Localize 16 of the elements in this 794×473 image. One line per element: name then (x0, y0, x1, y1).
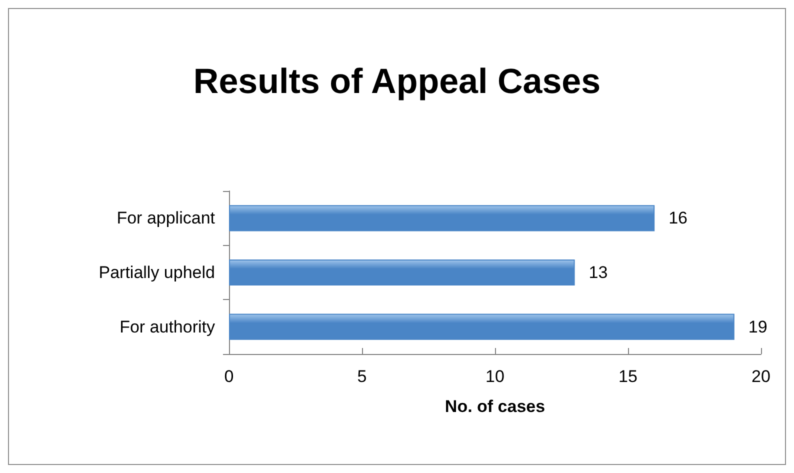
data-label: 16 (668, 208, 688, 228)
bar (229, 314, 734, 340)
data-label: 13 (588, 263, 608, 282)
x-axis-title: No. of cases (444, 397, 546, 416)
x-tick-label: 15 (618, 367, 638, 386)
x-tick-label: 0 (224, 367, 234, 386)
bar (229, 205, 655, 232)
bar (229, 259, 575, 286)
data-label: 19 (748, 317, 768, 336)
x-tick-label: 10 (486, 367, 504, 386)
chart-title: Results of Appeal Cases (193, 62, 601, 101)
y-tick-label: For applicant (116, 208, 216, 228)
x-tick-label: 5 (357, 367, 367, 386)
x-tick-label: 20 (752, 367, 770, 386)
y-tick-label: Partially upheld (98, 263, 215, 282)
y-tick-label: For authority (120, 317, 216, 336)
